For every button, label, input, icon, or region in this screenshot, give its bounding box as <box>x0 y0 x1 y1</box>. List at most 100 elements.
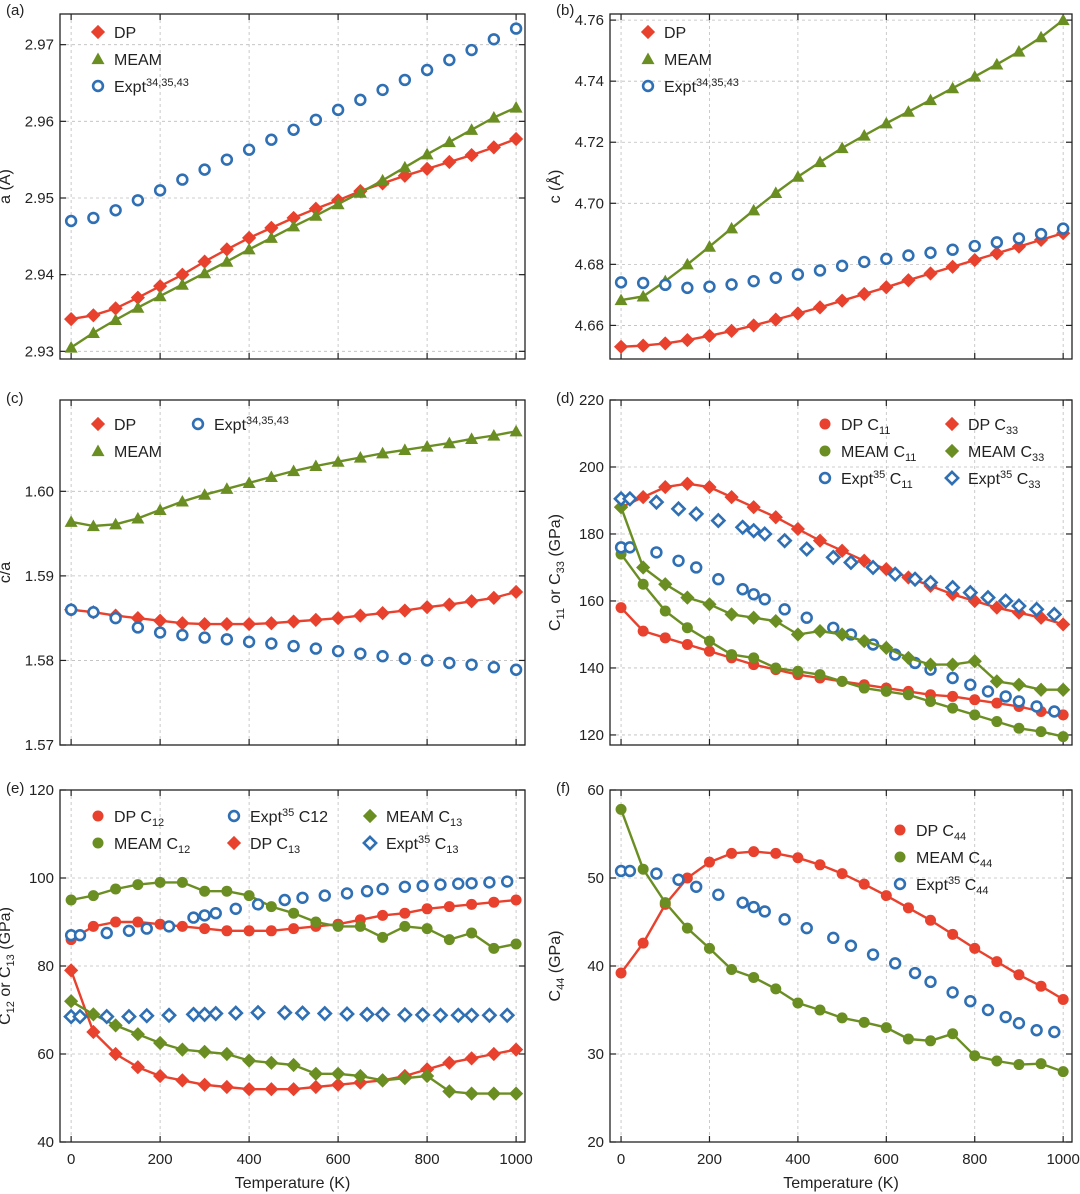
x-tick-label: 600 <box>874 1151 899 1168</box>
data-point <box>901 273 916 288</box>
data-point <box>835 259 849 273</box>
data-point <box>997 593 1014 609</box>
series-expt35-c13 <box>63 1004 516 1025</box>
data-point <box>964 994 977 1008</box>
data-point <box>420 63 434 77</box>
data-point <box>109 517 123 530</box>
data-point <box>857 634 872 649</box>
legend-label: Expt35 C12 <box>250 807 328 826</box>
data-point <box>374 1006 391 1023</box>
y-tick-label: 100 <box>29 870 54 887</box>
data-point <box>264 231 278 243</box>
data-point <box>768 312 783 327</box>
legend: DP MEAM Expt34,35,43 <box>90 24 189 96</box>
series-meam <box>614 13 1070 306</box>
y-tick-label: 4.68 <box>575 256 604 273</box>
data-point <box>354 647 367 660</box>
legend-item: MEAM C44 <box>894 850 992 870</box>
data-point <box>509 22 523 35</box>
x-tick-label: 0 <box>67 1151 75 1168</box>
plot-frame <box>609 399 1073 746</box>
data-point <box>991 956 1003 968</box>
data-point <box>825 549 842 566</box>
data-point <box>879 116 893 129</box>
y-axis-title: C12 or C13 (GPa) <box>0 907 17 1025</box>
data-point <box>637 578 649 590</box>
data-point <box>86 519 100 532</box>
legend-marker <box>362 835 378 851</box>
data-point <box>221 925 233 937</box>
data-point <box>309 459 323 472</box>
legend-label: DP <box>114 417 136 434</box>
data-point <box>110 883 122 895</box>
legend-item: Expt34,35,43 <box>641 77 739 96</box>
data-point <box>287 464 301 477</box>
data-point <box>318 889 331 902</box>
data-point <box>637 625 649 637</box>
data-point <box>1028 601 1045 618</box>
data-point <box>175 494 189 507</box>
data-point <box>276 1004 293 1021</box>
data-point <box>286 1082 301 1097</box>
data-point <box>219 616 234 632</box>
text-run: C <box>0 1013 14 1025</box>
series-meam <box>64 424 523 532</box>
data-point <box>64 341 78 353</box>
legend-marker <box>894 824 906 836</box>
data-point <box>242 1082 257 1097</box>
data-point <box>487 429 501 441</box>
data-point <box>64 214 78 228</box>
data-point <box>130 290 145 305</box>
data-point <box>420 147 434 160</box>
legend-label: Expt34,35,43 <box>664 77 739 96</box>
legend-marker <box>90 416 106 432</box>
data-point <box>131 511 145 524</box>
data-point <box>724 323 739 339</box>
data-point <box>858 255 871 269</box>
data-point <box>509 424 523 437</box>
data-point <box>332 920 344 932</box>
data-point <box>308 1066 323 1081</box>
data-point <box>442 1084 457 1099</box>
data-point <box>153 503 167 515</box>
data-point <box>990 57 1004 70</box>
data-point <box>108 1046 123 1062</box>
data-point <box>399 920 411 932</box>
legend-marker <box>91 444 105 457</box>
legend-label: MEAM <box>114 52 162 69</box>
data-point <box>690 561 703 574</box>
data-point <box>792 852 804 864</box>
y-tick-label: 140 <box>579 660 604 677</box>
data-point <box>650 867 663 880</box>
text-run: Expt <box>386 836 419 853</box>
data-point <box>857 129 871 141</box>
data-point <box>858 878 870 890</box>
data-point <box>130 1060 145 1075</box>
panel-label: (c) <box>6 390 24 407</box>
data-point <box>1048 705 1061 718</box>
data-point <box>613 500 629 515</box>
y-tick-label: 50 <box>587 870 604 887</box>
series-dp <box>613 226 1071 354</box>
panel-label: (b) <box>556 2 574 19</box>
data-point <box>1012 45 1026 57</box>
legend-item: DP <box>90 24 136 42</box>
y-axis-title: c/a <box>0 562 14 583</box>
series-expt35-c44 <box>614 864 1061 1039</box>
data-point <box>812 624 828 639</box>
legend-marker <box>641 52 655 65</box>
legend-item: MEAM <box>91 52 162 69</box>
data-point <box>108 301 123 316</box>
data-point <box>443 53 456 67</box>
data-point <box>746 610 761 625</box>
data-point <box>377 931 389 943</box>
text-run: 44 <box>555 978 567 990</box>
series-meam-c11 <box>615 548 1069 743</box>
data-point <box>946 243 959 256</box>
data-point <box>1056 222 1070 235</box>
data-point <box>924 975 937 989</box>
data-point <box>880 685 892 697</box>
data-point <box>465 123 479 135</box>
